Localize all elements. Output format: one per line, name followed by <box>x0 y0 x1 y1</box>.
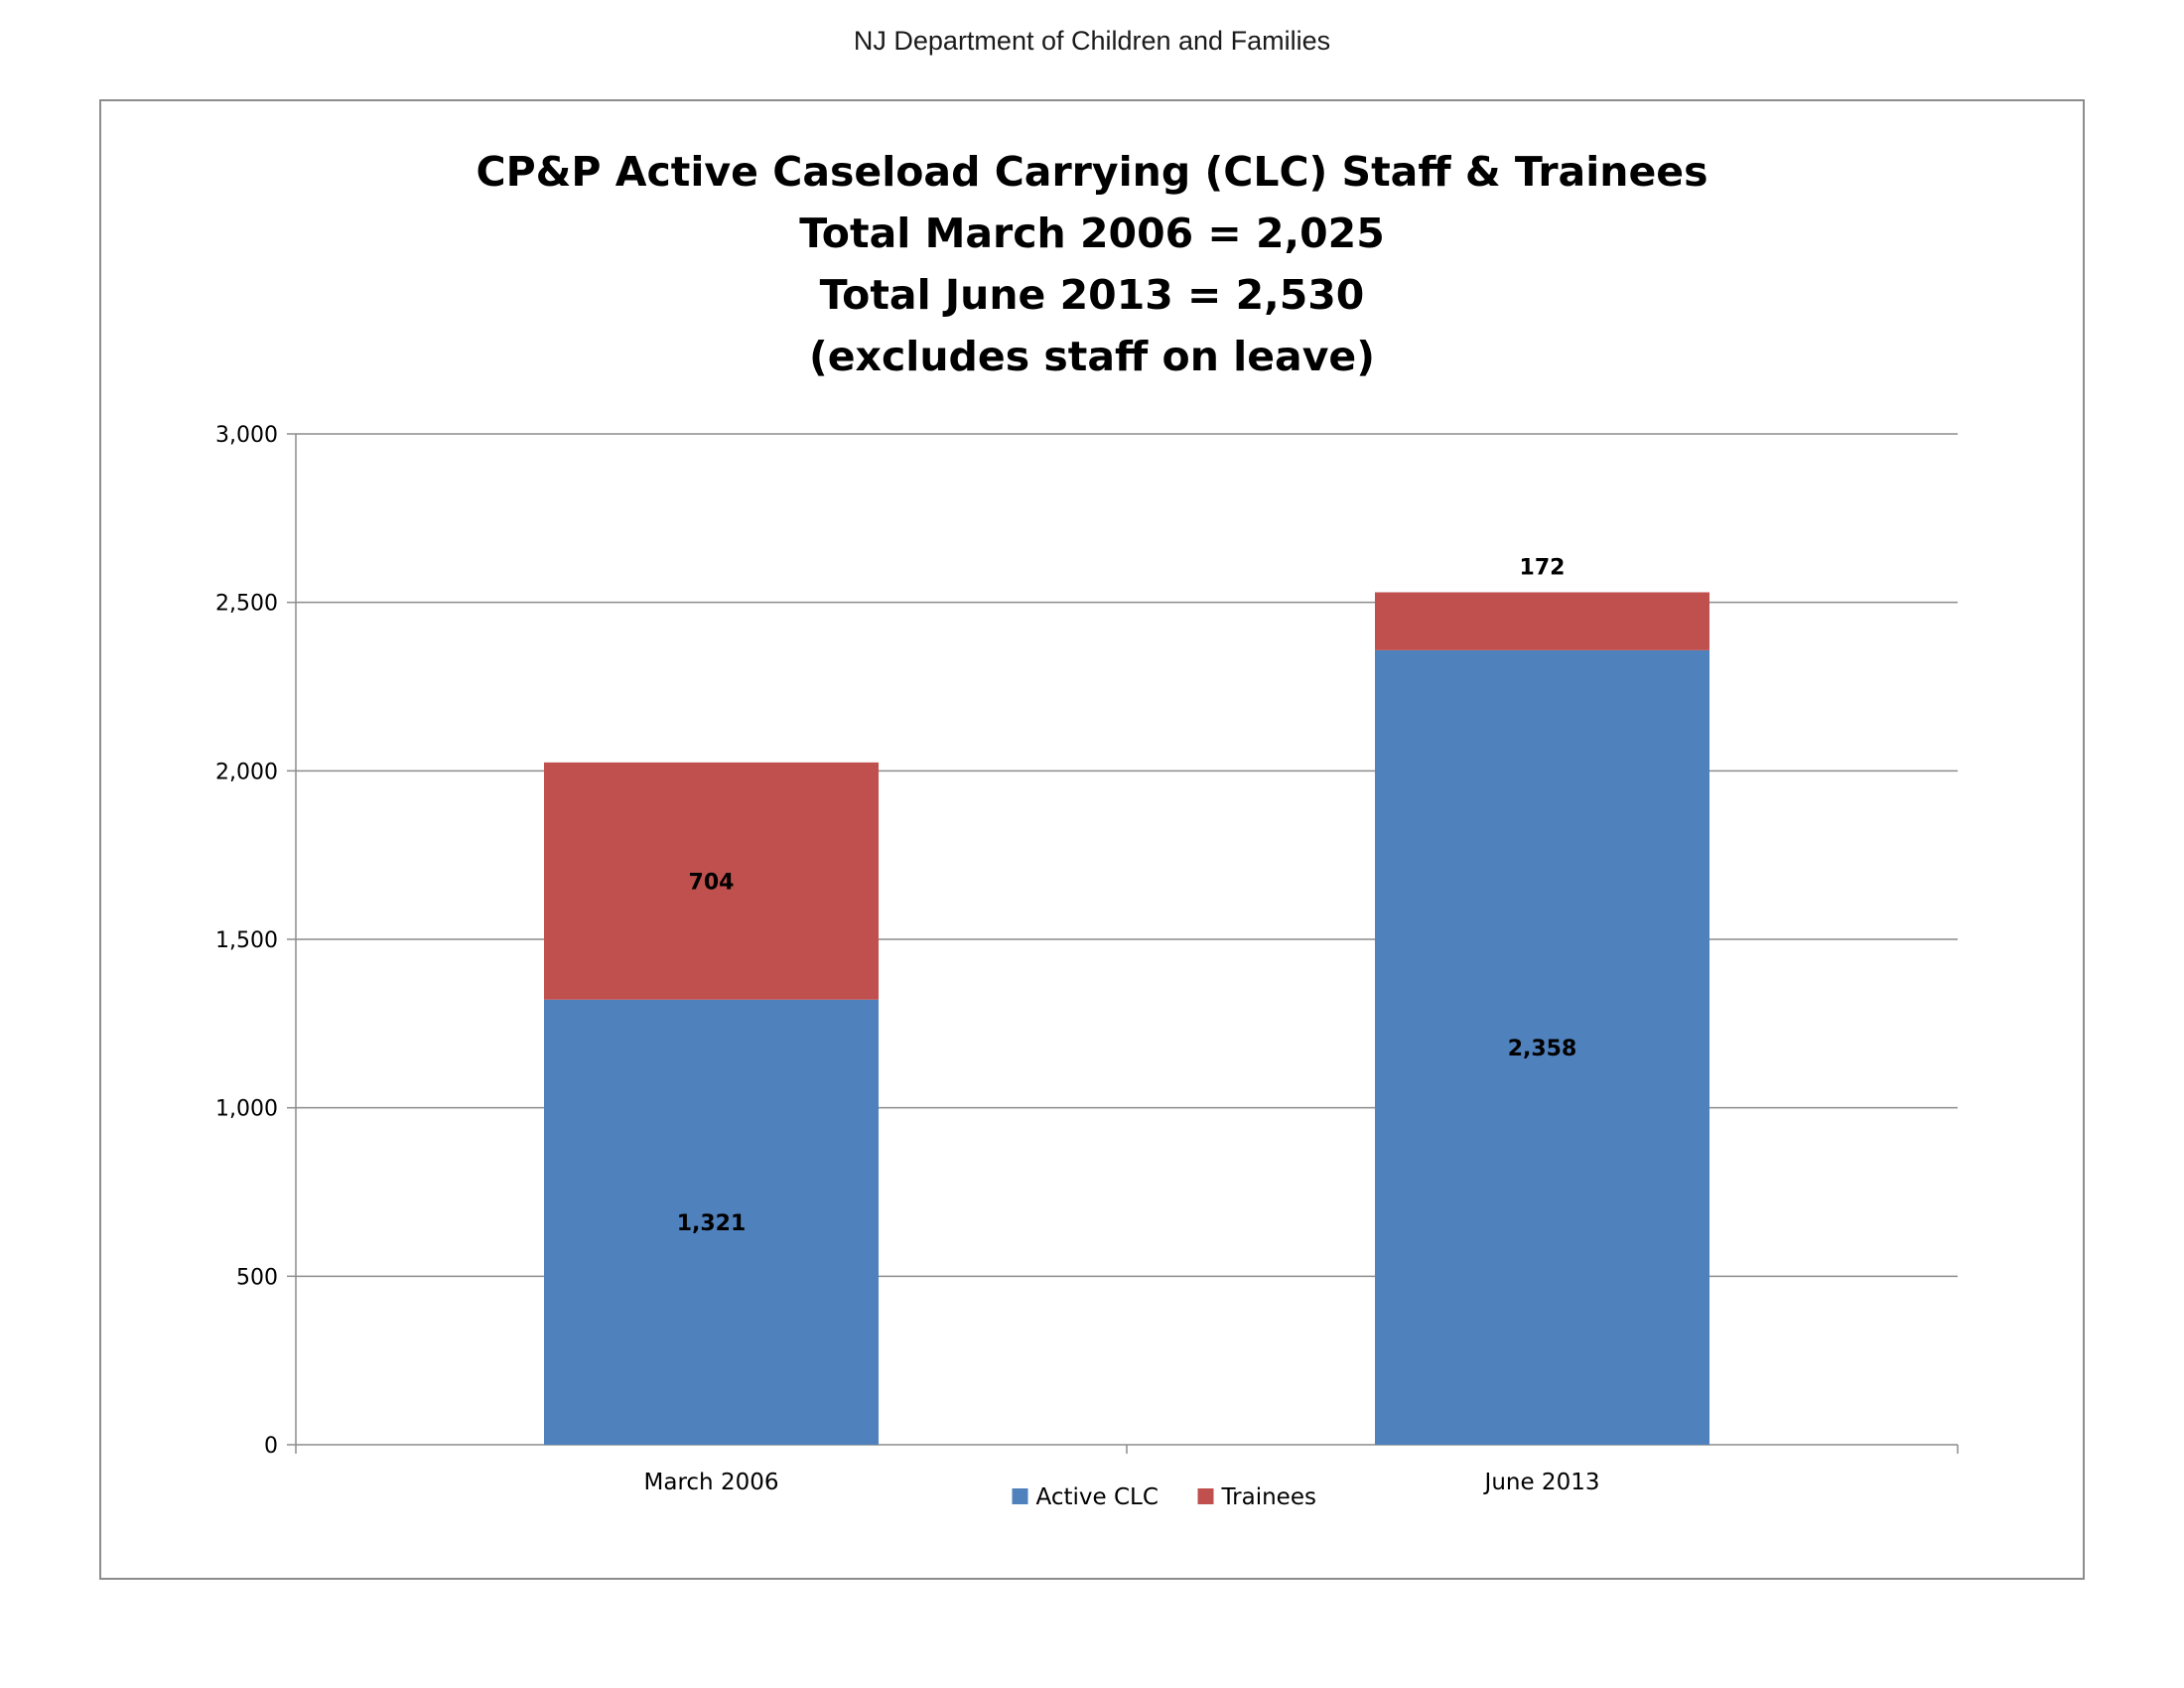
page-header: NJ Department of Children and Families <box>853 26 1331 56</box>
legend-swatch <box>1012 1488 1028 1504</box>
bar-active-clc <box>1375 649 1709 1445</box>
data-label: 704 <box>689 870 735 895</box>
bar-trainees <box>544 762 879 1000</box>
data-label: 1,321 <box>677 1211 747 1236</box>
chart-plot: 0 500 1,000 1,500 2,000 2,500 3,000 1,321 704 Mar… <box>215 423 1959 1510</box>
y-tick-label: 3,000 <box>215 423 278 448</box>
chart-subtitle-line: Total June 2013 = 2,530 <box>819 271 1365 319</box>
bar-active-clc <box>544 999 879 1445</box>
bar-trainees <box>1375 592 1709 650</box>
chart-frame: CP&P Active Caseload Carrying (CLC) Staf… <box>99 99 2085 1580</box>
data-label: 172 <box>1520 555 1566 580</box>
chart-subtitle-line: (excludes staff on leave) <box>809 333 1375 380</box>
y-tick-label: 500 <box>236 1265 278 1290</box>
x-tick-label: March 2006 <box>644 1470 779 1495</box>
y-tick-label: 2,500 <box>215 592 278 617</box>
y-tick-label: 0 <box>264 1434 278 1459</box>
chart-subtitle-line: Total March 2006 = 2,025 <box>799 210 1385 257</box>
data-label: 2,358 <box>1508 1037 1577 1061</box>
legend-label: Active CLC <box>1036 1484 1159 1510</box>
y-tick-label: 1,500 <box>215 928 278 953</box>
y-tick-label: 1,000 <box>215 1097 278 1122</box>
y-tick-label: 2,000 <box>215 760 278 784</box>
x-tick-label: June 2013 <box>1483 1470 1600 1495</box>
legend-label: Trainees <box>1221 1484 1316 1510</box>
chart-title: CP&P Active Caseload Carrying (CLC) Staf… <box>101 141 2083 387</box>
chart-title-line: CP&P Active Caseload Carrying (CLC) Staf… <box>476 148 1708 196</box>
legend-swatch <box>1197 1488 1214 1504</box>
